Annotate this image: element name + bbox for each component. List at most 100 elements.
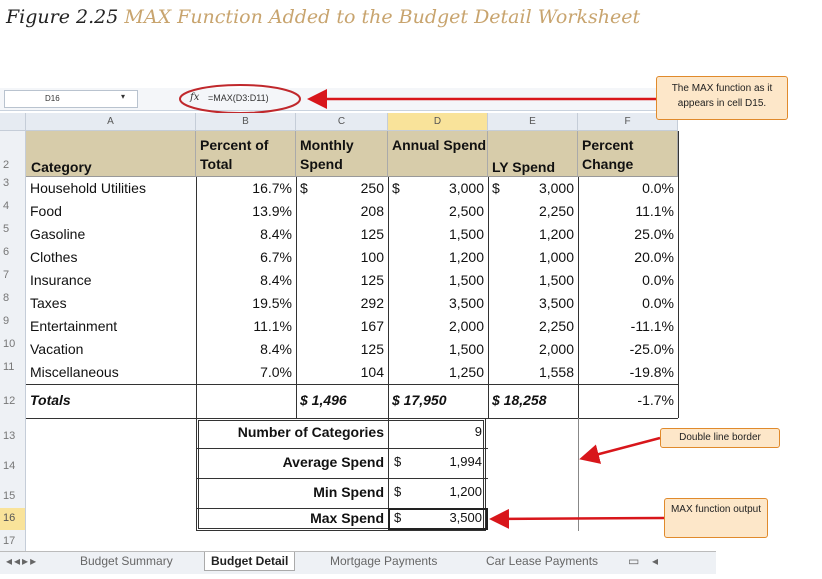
cell-category[interactable]: Household Utilities — [30, 180, 146, 196]
column-header-a[interactable]: A — [26, 113, 196, 131]
cell-ly-spend[interactable]: 2,250 — [538, 318, 574, 334]
cell-currency[interactable]: $ — [300, 180, 308, 196]
active-cell-d16[interactable] — [388, 508, 488, 530]
header-monthly-spend[interactable]: Monthly Spend — [296, 131, 388, 177]
row-header[interactable]: 7 — [0, 269, 26, 292]
tab-mortgage-payments[interactable]: Mortgage Payments — [330, 554, 438, 568]
column-header-f[interactable]: F — [578, 113, 678, 131]
cell-currency[interactable]: $ — [392, 180, 400, 196]
cell-monthly-spend[interactable]: 104 — [360, 364, 384, 380]
cell-ly-spend[interactable]: 2,250 — [538, 203, 574, 219]
stat-label[interactable]: Number of Categories — [237, 424, 384, 440]
cell-category[interactable]: Food — [30, 203, 62, 219]
header-category[interactable]: Category — [26, 131, 196, 177]
cell-annual-spend[interactable]: 1,250 — [448, 364, 484, 380]
cell-monthly-spend[interactable]: 125 — [360, 226, 384, 242]
stat-currency[interactable]: $ — [394, 454, 402, 469]
cell-percent-change[interactable]: 25.0% — [634, 226, 674, 242]
cell-monthly-spend[interactable]: 100 — [360, 249, 384, 265]
row-header[interactable]: 2 — [0, 131, 26, 177]
cell-monthly-spend[interactable]: 208 — [360, 203, 384, 219]
cell-percent-change[interactable]: -25.0% — [629, 341, 674, 357]
row-header[interactable]: 9 — [0, 315, 26, 338]
column-header-e[interactable]: E — [488, 113, 578, 131]
cell-monthly-spend[interactable]: 167 — [360, 318, 384, 334]
stat-label[interactable]: Average Spend — [282, 454, 384, 470]
stat-currency[interactable]: $ — [394, 484, 402, 499]
cell-percent-of-total[interactable]: 8.4% — [260, 341, 292, 357]
row-header[interactable]: 6 — [0, 246, 26, 269]
cell-category[interactable]: Taxes — [30, 295, 67, 311]
stat-value[interactable]: 1,200 — [449, 484, 482, 499]
fx-icon[interactable]: fx — [190, 92, 200, 103]
cell-ly-spend[interactable]: 1,000 — [538, 249, 574, 265]
select-all-corner[interactable] — [0, 113, 26, 131]
cell-percent-change[interactable]: 0.0% — [642, 272, 674, 288]
column-header-d[interactable]: D — [388, 113, 488, 131]
row-header[interactable]: 3 — [0, 177, 26, 200]
row-header[interactable]: 10 — [0, 338, 26, 361]
cell-annual-spend[interactable]: 3,500 — [448, 295, 484, 311]
tab-nav-arrows-icon[interactable]: ◂◂▸▸ — [6, 554, 39, 568]
row-header[interactable]: 8 — [0, 292, 26, 315]
cell-ly-spend[interactable]: 3,500 — [538, 295, 574, 311]
column-header-c[interactable]: C — [296, 113, 388, 131]
cell-percent-change[interactable]: 0.0% — [642, 180, 674, 196]
stat-value[interactable]: 1,994 — [449, 454, 482, 469]
cell-annual-spend[interactable]: 1,500 — [448, 341, 484, 357]
cell-category[interactable]: Vacation — [30, 341, 84, 357]
cell-percent-of-total[interactable]: 8.4% — [260, 272, 292, 288]
formula-input[interactable]: =MAX(D3:D11) — [208, 93, 269, 103]
cell-annual-spend[interactable]: 1,500 — [448, 272, 484, 288]
stat-value[interactable]: 9 — [474, 424, 482, 439]
stat-value[interactable]: 3,500 — [449, 510, 482, 525]
tab-budget-summary[interactable]: Budget Summary — [80, 554, 173, 568]
name-box[interactable]: D16 ▾ — [4, 90, 138, 108]
totals-annual[interactable]: $ 17,950 — [392, 392, 447, 408]
cell-monthly-spend[interactable]: 125 — [360, 341, 384, 357]
cell-percent-change[interactable]: -11.1% — [630, 318, 674, 334]
cell-monthly-spend[interactable]: 250 — [360, 180, 384, 196]
row-header[interactable]: 12 — [0, 384, 26, 418]
row-header[interactable]: 15 — [0, 478, 26, 508]
cell-category[interactable]: Miscellaneous — [30, 364, 119, 380]
header-ly-spend[interactable]: LY Spend — [488, 131, 578, 177]
scroll-left-icon[interactable]: ◂ — [652, 554, 659, 568]
cell-category[interactable]: Entertainment — [30, 318, 118, 334]
totals-change[interactable]: -1.7% — [637, 392, 674, 408]
cell-percent-of-total[interactable]: 7.0% — [260, 364, 292, 380]
column-header-b[interactable]: B — [196, 113, 296, 131]
cell-percent-of-total[interactable]: 13.9% — [252, 203, 292, 219]
cell-ly-spend[interactable]: 2,000 — [538, 341, 574, 357]
cell-percent-of-total[interactable]: 8.4% — [260, 226, 292, 242]
stat-label[interactable]: Min Spend — [313, 484, 384, 500]
totals-monthly[interactable]: $ 1,496 — [300, 392, 347, 408]
header-percent-change[interactable]: Percent Change — [578, 131, 678, 177]
totals-ly[interactable]: $ 18,258 — [492, 392, 547, 408]
header-percent-of-total[interactable]: Percent of Total — [196, 131, 296, 177]
row-header[interactable]: 14 — [0, 448, 26, 478]
cell-ly-spend[interactable]: 1,500 — [538, 272, 574, 288]
cell-percent-of-total[interactable]: 16.7% — [252, 180, 292, 196]
row-header[interactable]: 17 — [0, 530, 26, 551]
cell-percent-change[interactable]: 0.0% — [642, 295, 674, 311]
insert-sheet-icon[interactable]: ▭ — [628, 554, 640, 568]
row-header[interactable]: 11 — [0, 361, 26, 384]
row-header[interactable]: 4 — [0, 200, 26, 223]
stat-currency[interactable]: $ — [394, 510, 402, 525]
tab-car-lease-payments[interactable]: Car Lease Payments — [486, 554, 599, 568]
cell-percent-change[interactable]: -19.8% — [629, 364, 674, 380]
cell-percent-change[interactable]: 20.0% — [634, 249, 674, 265]
cell-category[interactable]: Gasoline — [30, 226, 86, 242]
cell-annual-spend[interactable]: 2,500 — [448, 203, 484, 219]
cell-annual-spend[interactable]: 2,000 — [448, 318, 484, 334]
cell-percent-of-total[interactable]: 19.5% — [252, 295, 292, 311]
cell-percent-of-total[interactable]: 11.1% — [253, 318, 292, 334]
cell-monthly-spend[interactable]: 292 — [360, 295, 384, 311]
cell-ly-spend[interactable]: 1,200 — [538, 226, 574, 242]
cell-currency[interactable]: $ — [492, 180, 500, 196]
row-header[interactable]: 5 — [0, 223, 26, 246]
cell-annual-spend[interactable]: 3,000 — [448, 180, 484, 196]
stat-label[interactable]: Max Spend — [310, 510, 384, 526]
cell-ly-spend[interactable]: 1,558 — [538, 364, 574, 380]
